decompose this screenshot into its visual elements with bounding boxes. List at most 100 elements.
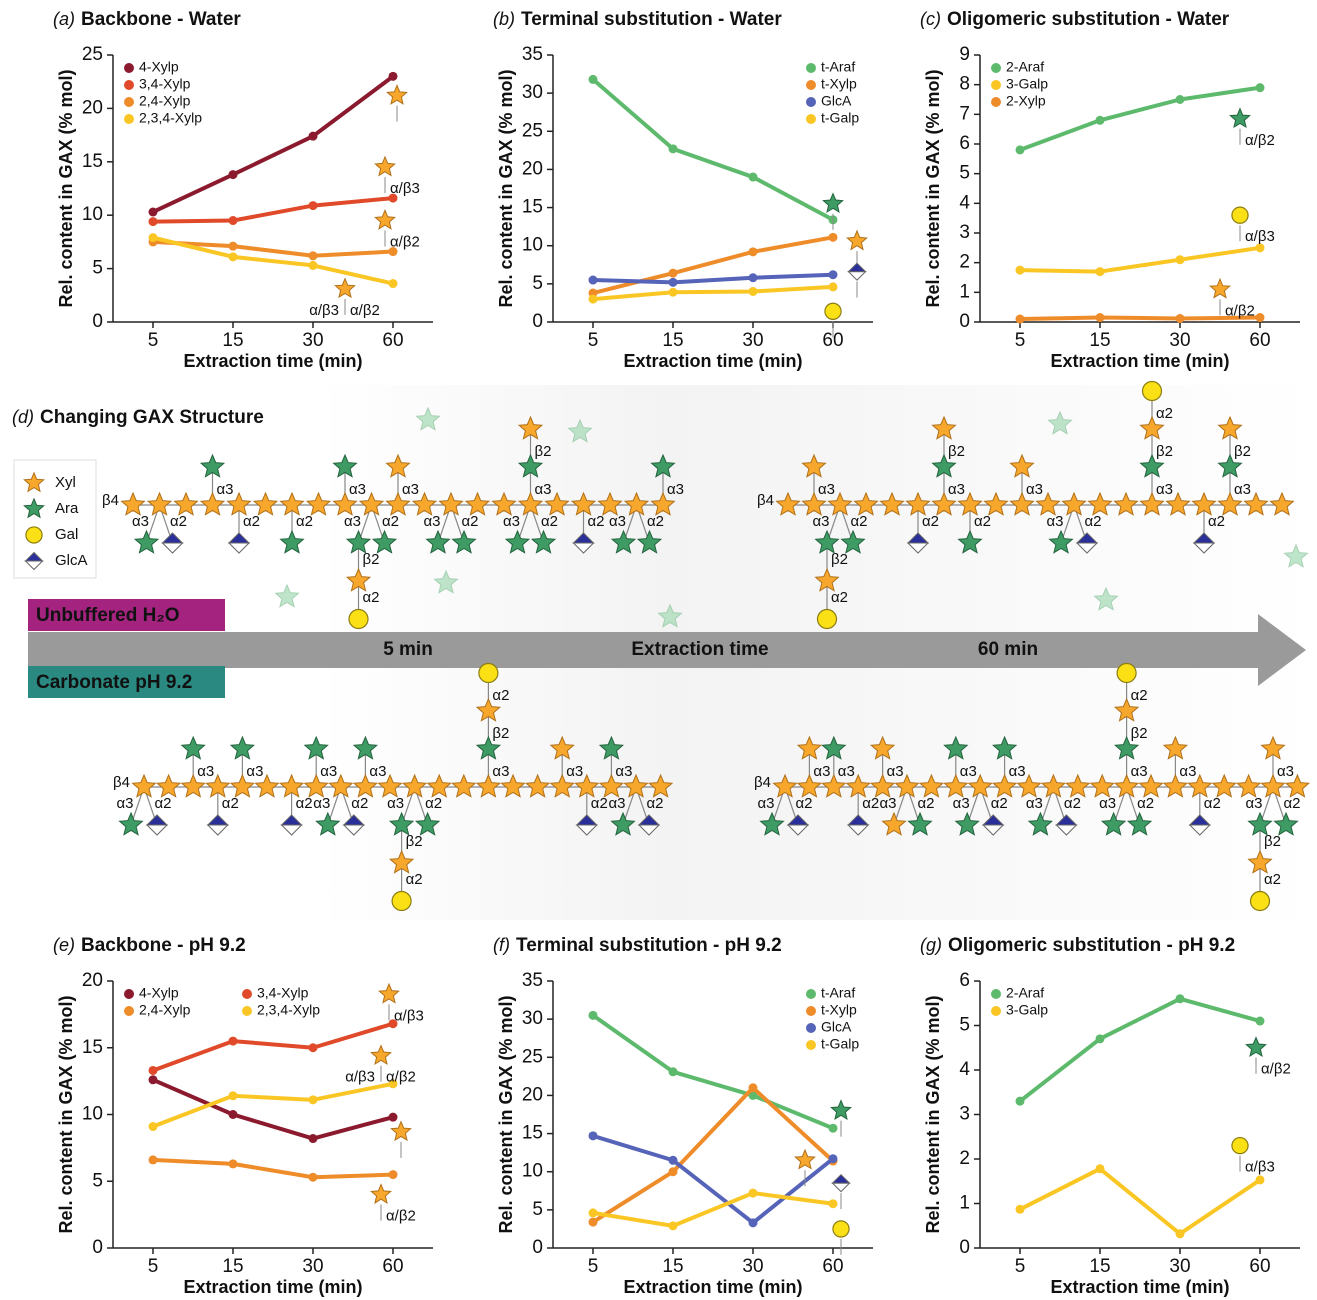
y-tick-label: 7 — [959, 103, 970, 124]
linkage-label: α3 — [1234, 481, 1251, 498]
x-tick-label: 15 — [662, 330, 683, 351]
y-tick-label: 25 — [82, 44, 103, 65]
y-tick-label: 1 — [959, 1193, 970, 1214]
legend-marker — [806, 1006, 816, 1016]
x-tick-label: 30 — [302, 1256, 323, 1277]
series-line — [153, 1084, 393, 1127]
linkage-label: α3 — [667, 481, 684, 498]
x-tick-label: 30 — [302, 330, 323, 351]
data-point — [309, 1173, 318, 1182]
legend-marker — [806, 1023, 816, 1033]
linkage-label: α2 — [243, 513, 260, 530]
diagram-title: Changing GAX Structure — [40, 407, 264, 428]
annotation-symbol — [833, 1221, 849, 1237]
y-axis-label: Rel. content in GAX (% mol) — [923, 995, 943, 1233]
glca-lower — [147, 825, 167, 835]
linkage-label: α3 — [1099, 795, 1116, 812]
legend-marker — [806, 63, 816, 73]
linkage-label: α3 — [1046, 513, 1063, 530]
legend-label: 2,4-Xylp — [139, 1002, 191, 1018]
series-line — [1020, 318, 1260, 319]
linkage-label: α2 — [991, 795, 1008, 812]
legend-label: 3,4-Xylp — [139, 76, 191, 92]
page: (a)Backbone - Water05101520255153060Extr… — [0, 0, 1317, 1300]
data-point — [589, 1208, 598, 1217]
legend-label: t-Xylp — [821, 76, 857, 92]
annotation-symbol — [375, 157, 394, 176]
data-point — [749, 247, 758, 256]
data-point — [389, 72, 398, 81]
legend-label: GlcA — [55, 552, 88, 569]
x-axis-label: Extraction time (min) — [1050, 1277, 1229, 1297]
linkage-label: α2 — [492, 687, 509, 704]
x-tick-label: 5 — [1015, 1256, 1026, 1277]
y-tick-label: 35 — [522, 44, 543, 65]
linkage-label: α2 — [831, 589, 848, 606]
annotation-text: α/β3 — [345, 1069, 375, 1086]
y-axis-label: Rel. content in GAX (% mol) — [496, 69, 516, 307]
series-line — [153, 198, 393, 221]
linkage-label: α3 — [879, 795, 896, 812]
linkage-label: β2 — [948, 443, 965, 460]
x-tick-label: 5 — [588, 1256, 599, 1277]
x-tick-label: 5 — [1015, 330, 1026, 351]
data-point — [829, 233, 838, 242]
panel-label: (d) — [12, 407, 34, 427]
annotation-symbol — [371, 1184, 390, 1203]
y-axis-label: Rel. content in GAX (% mol) — [923, 69, 943, 307]
series-line — [1020, 1169, 1260, 1234]
y-tick-label: 30 — [522, 1008, 543, 1029]
annotation-symbol — [831, 1101, 850, 1119]
glca-upper — [229, 533, 249, 543]
linkage-label: α3 — [349, 481, 366, 498]
data-point — [149, 217, 158, 226]
y-tick-label: 4 — [959, 1059, 970, 1080]
data-point — [229, 1037, 238, 1046]
branch-residue — [349, 610, 368, 629]
data-point — [589, 276, 598, 285]
annotation-symbol — [823, 194, 842, 212]
glca-lower — [163, 543, 183, 553]
data-point — [829, 1124, 838, 1133]
reducing-end-label: β4 — [113, 774, 130, 791]
data-point — [589, 1218, 598, 1227]
linkage-label: α2 — [351, 795, 368, 812]
series-line — [593, 79, 833, 219]
data-point — [1176, 994, 1185, 1003]
annotation-text: α/β3 — [1245, 228, 1275, 245]
annotation-symbol — [1230, 109, 1249, 127]
chart-title: Backbone - Water — [81, 9, 241, 30]
y-tick-label: 0 — [532, 1237, 543, 1258]
linkage-label: α3 — [818, 481, 835, 498]
linkage-label: α3 — [402, 481, 419, 498]
linkage-label: α2 — [796, 795, 813, 812]
y-tick-label: 0 — [959, 311, 970, 332]
data-point — [309, 132, 318, 141]
branch-residue — [1117, 664, 1136, 683]
linkage-label: α3 — [566, 763, 583, 780]
x-tick-label: 30 — [1169, 330, 1190, 351]
data-point — [149, 1075, 158, 1084]
annotation-symbol — [371, 1046, 390, 1064]
linkage-label: α2 — [1131, 687, 1148, 704]
panel-label: (c) — [920, 9, 941, 29]
series-line — [1020, 248, 1260, 272]
y-tick-label: 10 — [82, 204, 103, 225]
branch-residue — [1251, 892, 1270, 911]
branch-residue — [208, 815, 228, 835]
branch-residue — [135, 531, 158, 553]
linkage-label: α3 — [812, 513, 829, 530]
backbone-residue — [148, 493, 171, 515]
annotation-symbol — [847, 231, 866, 250]
linkage-label: α3 — [615, 763, 632, 780]
data-point — [149, 1122, 158, 1131]
figure: (a)Backbone - Water05101520255153060Extr… — [0, 0, 1317, 1300]
linkage-label: α3 — [757, 795, 774, 812]
linkage-label: α3 — [1131, 763, 1148, 780]
chart-title: Backbone - pH 9.2 — [81, 935, 246, 956]
legend-label: 2,3,4-Xylp — [257, 1002, 320, 1018]
branch-residue — [120, 813, 143, 835]
x-axis-label: Extraction time (min) — [183, 351, 362, 371]
data-point — [829, 1154, 838, 1163]
linkage-label: α2 — [222, 795, 239, 812]
